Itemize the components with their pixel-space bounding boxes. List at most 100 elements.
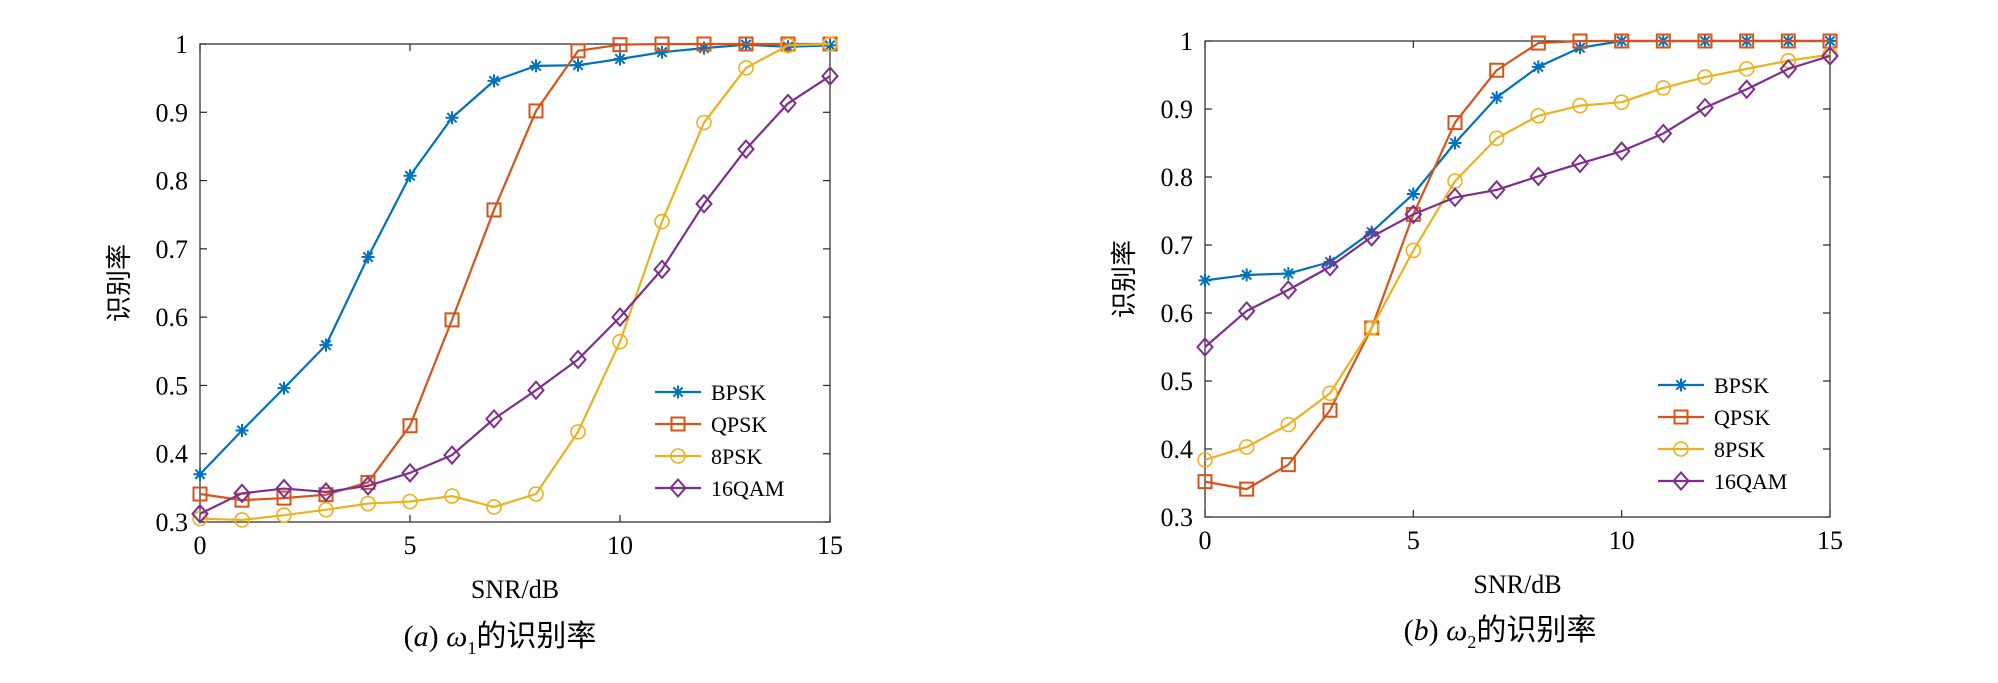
series-line	[1204, 54, 1831, 348]
data-point	[1198, 273, 1212, 287]
legend-marker	[670, 448, 686, 464]
data-point	[1737, 79, 1756, 100]
legend: BPSK QPSK 8PSK 16QAM	[655, 380, 784, 501]
data-point	[653, 259, 671, 280]
data-point	[655, 45, 669, 59]
y-tick-label: 1	[175, 30, 188, 59]
data-point	[1779, 58, 1798, 79]
data-point	[233, 483, 251, 504]
data-point	[611, 307, 629, 328]
caption-part: b	[1414, 614, 1429, 647]
series-line	[199, 42, 831, 522]
data-point	[1572, 97, 1588, 114]
data-point	[1279, 279, 1298, 300]
data-point	[1487, 179, 1506, 200]
data-point	[1322, 385, 1338, 402]
x-tick-label: 5	[404, 531, 417, 560]
legend-label: 8PSK	[1714, 437, 1765, 462]
data-point	[1529, 166, 1548, 187]
data-point	[1490, 90, 1504, 104]
data-point	[1488, 130, 1505, 147]
data-point	[1613, 94, 1630, 110]
series-line	[1204, 39, 1830, 282]
data-point	[1280, 416, 1297, 433]
data-point	[401, 462, 419, 483]
data-point	[276, 490, 292, 506]
data-point	[1362, 226, 1381, 247]
y-tick-label: 0.8	[156, 167, 189, 196]
series-8psk	[1197, 46, 1838, 468]
data-point	[486, 202, 502, 218]
data-point	[487, 74, 501, 88]
data-point	[403, 169, 417, 183]
data-point	[1612, 141, 1631, 162]
data-point	[275, 478, 293, 499]
data-point	[696, 36, 712, 52]
legend-marker	[1674, 378, 1688, 392]
y-tick-label: 0.9	[156, 98, 189, 127]
caption-subscript: 1	[467, 638, 476, 658]
legend-marker	[671, 385, 685, 399]
data-point	[1404, 204, 1423, 225]
data-point	[1365, 225, 1379, 239]
data-point	[1405, 242, 1422, 259]
data-point	[821, 66, 839, 87]
x-tick-label: 5	[1407, 526, 1420, 555]
x-tick-label: 15	[817, 531, 843, 560]
data-point	[527, 380, 545, 401]
data-point	[1322, 402, 1338, 418]
data-point	[191, 503, 209, 524]
caption-part: 的识别率	[476, 620, 596, 653]
data-point	[1780, 52, 1797, 69]
data-point	[1655, 80, 1672, 96]
series-qpsk	[192, 36, 838, 508]
legend-marker	[1673, 441, 1689, 457]
data-point	[529, 59, 543, 73]
data-point	[235, 423, 249, 437]
x-tick-label: 0	[194, 531, 207, 560]
data-point	[361, 250, 375, 264]
data-point	[1696, 97, 1714, 118]
data-point	[823, 38, 837, 52]
data-point	[276, 507, 292, 523]
data-point	[737, 139, 755, 160]
series-line	[1204, 39, 1830, 491]
data-point	[192, 486, 208, 502]
x-tick-label: 10	[607, 531, 633, 560]
data-point	[277, 381, 291, 395]
x-axis-label: SNR/dB	[471, 575, 559, 604]
legend-label: QPSK	[1714, 405, 1770, 430]
data-point	[822, 36, 838, 52]
data-point	[1240, 268, 1254, 282]
data-point	[1448, 136, 1462, 150]
data-point	[696, 114, 712, 131]
data-point	[569, 349, 587, 370]
legend-label: BPSK	[1714, 373, 1769, 398]
caption-part: (	[404, 620, 414, 653]
data-point	[1239, 481, 1255, 497]
y-tick-label: 0.9	[1161, 95, 1194, 124]
data-point	[612, 333, 628, 350]
data-point	[1197, 452, 1213, 468]
series-16qam	[191, 66, 839, 524]
data-point	[695, 193, 713, 214]
data-point	[613, 52, 627, 66]
y-tick-label: 0.7	[156, 235, 189, 264]
data-point	[444, 488, 460, 504]
data-point	[1531, 60, 1545, 74]
legend-label: 16QAM	[1714, 469, 1787, 494]
data-point	[486, 499, 502, 515]
y-tick-label: 0.3	[156, 508, 189, 537]
x-axis-label: SNR/dB	[1473, 570, 1561, 599]
caption-subscript: 2	[1467, 632, 1476, 652]
data-point	[1447, 115, 1463, 131]
series-line	[1204, 53, 1831, 461]
data-point	[654, 213, 670, 230]
data-point	[1489, 62, 1505, 78]
data-point	[528, 103, 544, 119]
y-tick-label: 0.3	[1161, 503, 1194, 532]
legend-marker	[1673, 409, 1689, 425]
data-point	[317, 481, 335, 502]
data-point	[570, 43, 586, 59]
